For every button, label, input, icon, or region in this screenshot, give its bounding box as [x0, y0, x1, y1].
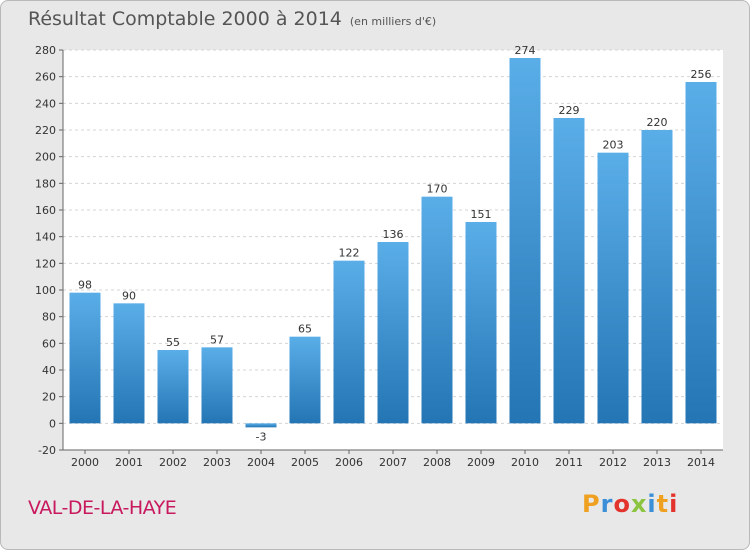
x-tick-label-2009: 2009 — [467, 456, 495, 469]
value-label-2012: 203 — [603, 139, 624, 152]
y-tick-label: 120 — [35, 257, 56, 270]
x-tick-label-2000: 2000 — [71, 456, 99, 469]
y-tick-label: 180 — [35, 177, 56, 190]
value-label-2013: 220 — [647, 116, 668, 129]
value-label-2004: -3 — [256, 430, 267, 443]
bar-2014 — [685, 82, 717, 424]
value-label-2000: 98 — [78, 279, 92, 292]
data-labels: 98 90 55 57 -3 65 122 136 170 151 274 229 203 220 256 — [78, 44, 712, 443]
proxiti-logo: Proxiti — [582, 490, 678, 518]
axes: -20 0 20 40 60 80 100 120 140 160 180 200 220 240 260 2… — [35, 44, 723, 469]
logo-letter: i — [669, 490, 679, 518]
y-tick-label: 200 — [35, 151, 56, 164]
title-text: Résultat Comptable 2000 à 2014 — [28, 8, 342, 30]
y-tick-label: 140 — [35, 231, 56, 244]
value-label-2009: 151 — [471, 208, 492, 221]
x-tick-label-2002: 2002 — [159, 456, 187, 469]
value-label-2005: 65 — [298, 323, 312, 336]
bar-2012 — [597, 152, 629, 424]
x-tick-label-2006: 2006 — [335, 456, 363, 469]
title-unit: (en milliers d'€) — [349, 15, 437, 28]
value-label-2014: 256 — [691, 68, 712, 81]
y-tick-label: -20 — [38, 444, 56, 457]
x-tick-label-2012: 2012 — [599, 456, 627, 469]
value-label-2011: 229 — [559, 104, 580, 117]
logo-letter: o — [613, 490, 631, 518]
y-tick-label: 100 — [35, 284, 56, 297]
y-tick-label: 0 — [49, 417, 56, 430]
value-label-2010: 274 — [515, 44, 536, 57]
value-label-2006: 122 — [339, 247, 360, 260]
y-tick-label: 40 — [42, 364, 56, 377]
bar-2001 — [113, 303, 145, 424]
x-tick-label-2001: 2001 — [115, 456, 143, 469]
y-tick-label: 60 — [42, 337, 56, 350]
y-tick-label: 20 — [42, 391, 56, 404]
bar-2005 — [289, 336, 321, 424]
logo-letter: r — [600, 490, 614, 518]
y-tick-label: 260 — [35, 71, 56, 84]
logo-letter: i — [647, 490, 657, 518]
bar-2006 — [333, 260, 365, 424]
x-tick-label-2008: 2008 — [423, 456, 451, 469]
value-label-2007: 136 — [383, 228, 404, 241]
y-tick-label: 80 — [42, 311, 56, 324]
value-label-2002: 55 — [166, 336, 180, 349]
x-tick-label-2005: 2005 — [291, 456, 319, 469]
y-tick-label: 280 — [35, 44, 56, 57]
value-label-2008: 170 — [427, 183, 448, 196]
x-tick-label-2013: 2013 — [643, 456, 671, 469]
y-tick-label: 160 — [35, 204, 56, 217]
value-label-2003: 57 — [210, 333, 224, 346]
bar-2002 — [157, 350, 189, 424]
x-tick-label-2010: 2010 — [511, 456, 539, 469]
x-tick-label-2014: 2014 — [687, 456, 715, 469]
bar-2000 — [69, 292, 101, 424]
bar-2013 — [641, 130, 673, 424]
chart-title: Résultat Comptable 2000 à 2014 (en millie… — [28, 8, 436, 30]
x-tick-label-2004: 2004 — [247, 456, 275, 469]
x-tick-label-2003: 2003 — [203, 456, 231, 469]
bar-2003 — [201, 347, 233, 424]
y-tick-label: 220 — [35, 124, 56, 137]
bar-2004 — [245, 423, 277, 428]
logo-letter: P — [582, 490, 601, 518]
bar-2010 — [509, 58, 541, 424]
bars — [69, 58, 717, 428]
bar-2011 — [553, 118, 585, 424]
x-tick-label-2011: 2011 — [555, 456, 583, 469]
bar-2009 — [465, 222, 497, 424]
logo-letter: x — [630, 490, 648, 518]
logo-letter: t — [656, 490, 670, 518]
x-tick-label-2007: 2007 — [379, 456, 407, 469]
y-tick-label: 240 — [35, 97, 56, 110]
commune-name: VAL-DE-LA-HAYE — [28, 497, 177, 519]
bar-2008 — [421, 196, 453, 424]
bar-2007 — [377, 242, 409, 424]
value-label-2001: 90 — [122, 289, 136, 302]
